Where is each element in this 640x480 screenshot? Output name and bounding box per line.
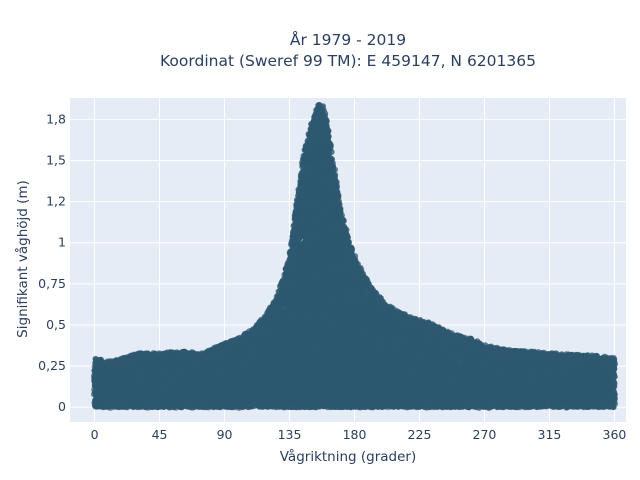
chart: 0 45 90 135 180 225 270 315 360 00,250,50,7511,2… xyxy=(0,0,640,480)
